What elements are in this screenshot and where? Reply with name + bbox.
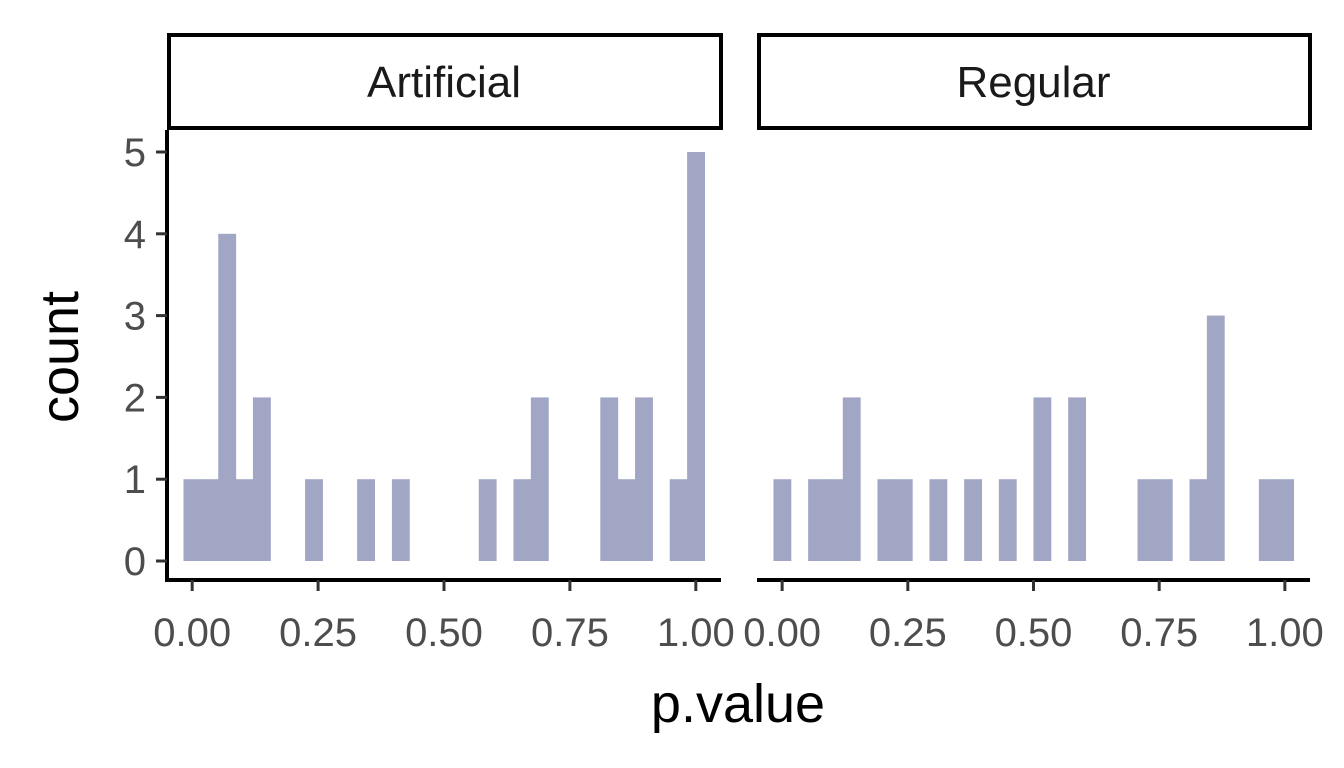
histogram-bar — [929, 479, 948, 561]
histogram-bar — [478, 479, 497, 561]
facet-strip — [757, 33, 1312, 130]
y-tick-label: 3 — [124, 295, 146, 339]
x-tick-label: 0.50 — [995, 611, 1073, 655]
facet-panels: Artificial 0.00 0.25 0.50 0.75 1.00 0 1 2 3 4 5 Regu… — [124, 33, 1324, 655]
histogram-bar — [1137, 479, 1156, 561]
histogram-bar — [842, 397, 861, 561]
histogram-bar — [1189, 479, 1208, 561]
histogram-bar — [1068, 397, 1087, 561]
histogram-bar — [600, 397, 619, 561]
y-tick-label: 1 — [124, 458, 146, 502]
histogram-bar — [808, 479, 826, 561]
x-tick-label: 0.50 — [405, 611, 483, 655]
histogram-bar — [305, 479, 323, 561]
y-tick-label: 2 — [124, 376, 146, 420]
x-tick-label: 0.00 — [153, 611, 231, 655]
facet-panel-regular: Regular 0.00 0.25 0.50 0.75 1.00 — [743, 33, 1324, 655]
histogram-bar — [825, 479, 844, 561]
x-tick-label: 0.75 — [1120, 611, 1198, 655]
histogram-bar — [218, 233, 237, 562]
histogram-bar — [357, 479, 376, 561]
histogram-bar — [877, 479, 896, 561]
histogram-bar — [235, 479, 254, 561]
histogram-bar — [773, 479, 792, 561]
facet-strip-label: Regular — [956, 58, 1110, 107]
histogram-bar — [964, 479, 982, 561]
histogram-bar — [635, 397, 653, 561]
histogram-bar — [1033, 397, 1052, 561]
histogram-bar — [687, 152, 706, 561]
histogram-bar — [530, 397, 549, 561]
histogram-bar — [1276, 479, 1295, 561]
y-tick-label: 4 — [124, 213, 146, 257]
y-tick-label: 0 — [124, 540, 146, 584]
histogram-bar — [391, 479, 410, 561]
x-tick-label: 0.00 — [743, 611, 821, 655]
x-tick-label: 1.00 — [1246, 611, 1324, 655]
x-tick-label: 0.75 — [531, 611, 609, 655]
histogram-bar — [998, 479, 1017, 561]
facet-strip-label: Artificial — [367, 58, 521, 107]
histogram-bar — [200, 479, 219, 561]
x-tick-label: 0.25 — [869, 611, 947, 655]
histogram-bar — [252, 397, 271, 561]
facet-strip — [167, 33, 723, 130]
x-axis-title: p.value — [651, 674, 825, 734]
y-axis-title: count — [30, 291, 90, 423]
facet-panel-artificial: Artificial 0.00 0.25 0.50 0.75 1.00 0 1 2 3 4 5 — [124, 33, 735, 655]
histogram-bar — [1206, 315, 1225, 561]
y-tick-label: 5 — [124, 131, 146, 175]
x-tick-label: 0.25 — [279, 611, 357, 655]
histogram-bar — [1258, 479, 1277, 561]
histogram-bar — [617, 479, 636, 561]
histogram-bar — [513, 479, 532, 561]
histogram-bar — [669, 479, 688, 561]
x-tick-label: 1.00 — [657, 611, 735, 655]
histogram-bar — [183, 479, 202, 561]
histogram-bar — [1154, 479, 1173, 561]
histogram-bar — [894, 479, 913, 561]
